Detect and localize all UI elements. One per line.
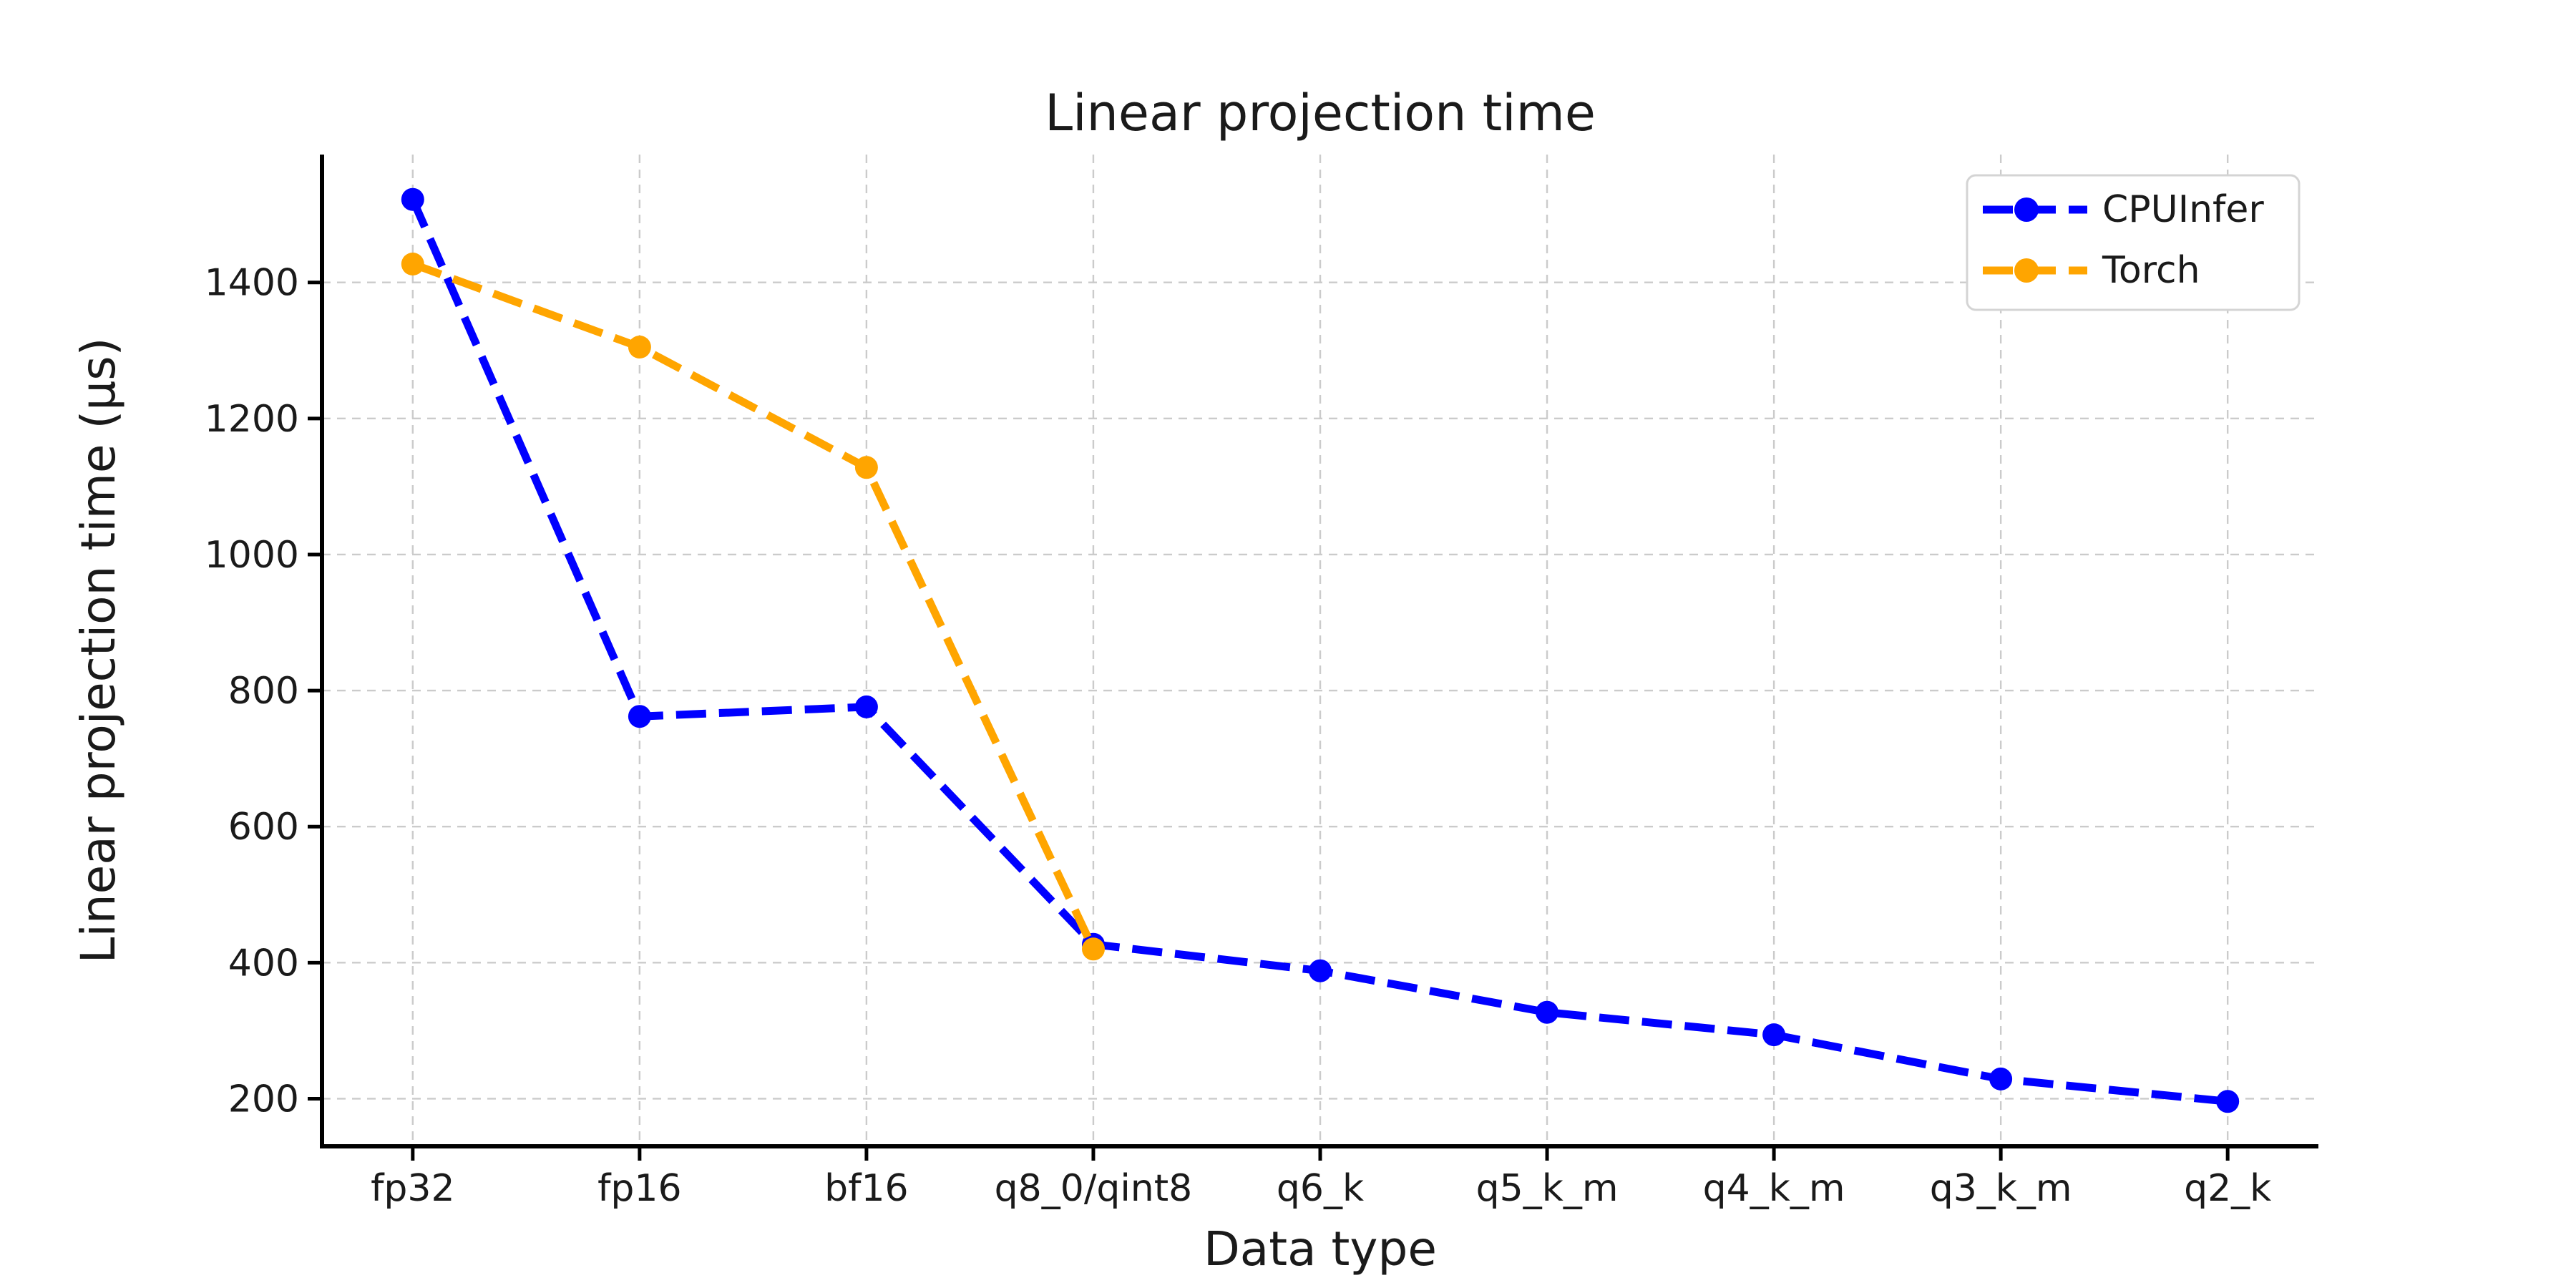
x-tick-label-q2_k: q2_k	[2184, 1167, 2271, 1210]
data-point-cpuinfer-q4_k_m	[1762, 1023, 1786, 1047]
legend-label-torch: Torch	[2102, 249, 2200, 292]
x-tick-label-q6_k: q6_k	[1277, 1167, 1364, 1210]
x-tick-label-bf16: bf16	[824, 1167, 908, 1210]
legend: CPUInfer Torch	[1966, 174, 2301, 311]
y-tick-label-200: 200	[228, 1078, 299, 1121]
data-point-cpuinfer-bf16	[854, 695, 878, 718]
legend-entry-cpuinfer: CPUInfer	[1983, 188, 2264, 231]
data-point-cpuinfer-fp16	[628, 705, 651, 728]
x-tick-label-fp32: fp32	[371, 1167, 454, 1210]
series-line-torch	[411, 260, 1097, 951]
data-point-torch-bf16	[854, 456, 878, 479]
x-tick-label-fp16: fp16	[597, 1167, 681, 1210]
y-tick-label-1400: 1400	[205, 262, 299, 305]
y-tick-label-400: 400	[228, 942, 299, 985]
data-point-torch-q8_0/qint8	[1082, 937, 1105, 961]
x-tick-label-q4_k_m: q4_k_m	[1703, 1167, 1845, 1210]
data-point-torch-fp16	[628, 336, 651, 358]
data-point-cpuinfer-fp32	[401, 187, 424, 211]
legend-sample-marker-cpuinfer	[2014, 197, 2039, 222]
legend-sample-marker-torch	[2014, 258, 2039, 283]
data-point-cpuinfer-q3_k_m	[1989, 1067, 2013, 1091]
y-tick-label-800: 800	[228, 670, 299, 713]
x-tick-label-q8_0/qint8: q8_0/qint8	[995, 1167, 1193, 1210]
x-tick-label-q3_k_m: q3_k_m	[1930, 1167, 2072, 1210]
chart-title: Linear projection time	[1045, 84, 1596, 142]
data-point-cpuinfer-q2_k	[2216, 1090, 2240, 1113]
y-tick-label-600: 600	[228, 806, 299, 849]
x-tick-label-q5_k_m: q5_k_m	[1476, 1167, 1619, 1210]
data-point-cpuinfer-q5_k_m	[1536, 1000, 1558, 1024]
data-point-cpuinfer-q6_k	[1309, 959, 1332, 982]
data-point-torch-fp32	[401, 253, 424, 275]
y-tick-label-1000: 1000	[205, 534, 299, 577]
x-axis-label: Data type	[1204, 1221, 1437, 1277]
axes-layer: 200 400 600 800 1000 1200 1400 fp32 fp16 bf16 q8_0…	[205, 155, 2318, 1210]
y-axis-label: Linear projection time (μs)	[71, 338, 126, 964]
series-layer	[401, 187, 2240, 1113]
series-cpuinfer	[401, 187, 2240, 1113]
legend-label-cpuinfer: CPUInfer	[2102, 188, 2264, 231]
legend-entry-torch: Torch	[1983, 249, 2200, 292]
y-tick-label-1200: 1200	[205, 398, 299, 441]
series-torch	[401, 253, 1105, 961]
